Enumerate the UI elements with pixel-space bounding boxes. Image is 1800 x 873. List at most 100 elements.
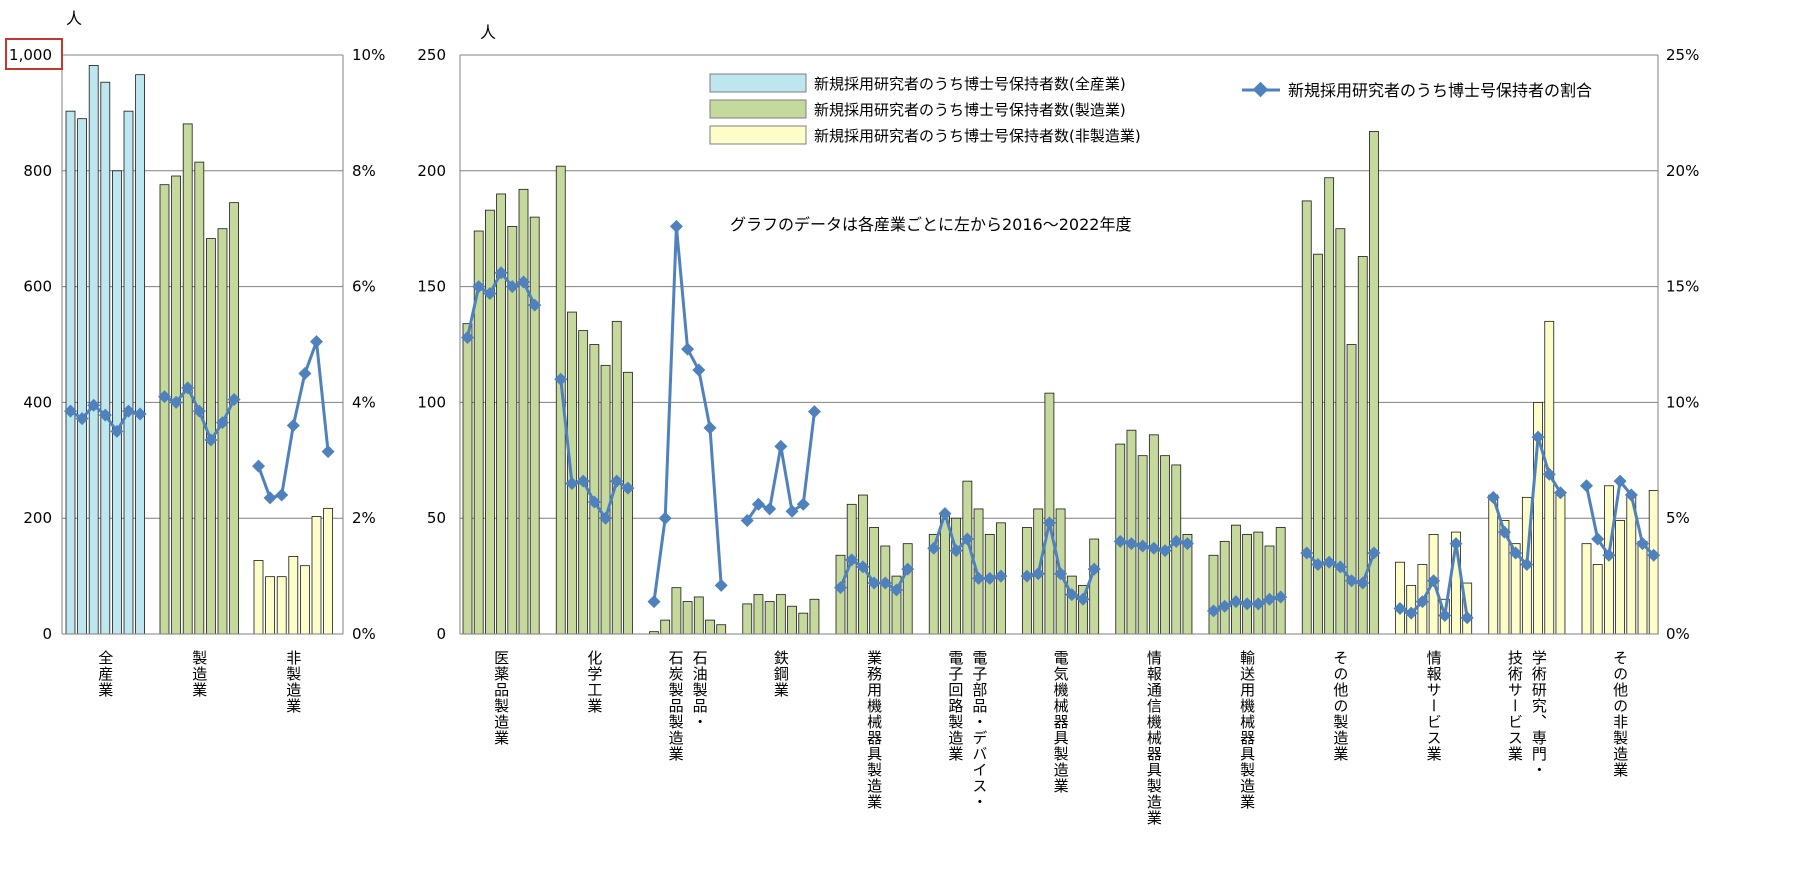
years-note: グラフのデータは各産業ごとに左から2016～2022年度 [730, 215, 1131, 234]
right-ratio-point [1356, 576, 1370, 590]
left-bar [159, 184, 170, 635]
legend: 新規採用研究者のうち博士号保持者数(全産業) 新規採用研究者のうち博士号保持者数… [709, 73, 1592, 145]
right-category-label: 情報サービス業 [1425, 650, 1443, 762]
left-ratio-point [87, 398, 101, 412]
right-ratio-point [1542, 467, 1556, 481]
left-panel-unit-label: 人 [66, 9, 82, 28]
right-ratio-point [1042, 516, 1056, 530]
right-ratio-point [1636, 537, 1649, 551]
left-ratio-point [181, 381, 195, 395]
right-bar [1581, 543, 1592, 635]
right-ratio-point [1207, 604, 1220, 618]
right-ratio-point [834, 581, 847, 595]
right-bar [682, 601, 693, 635]
legend-marker-ratio [1252, 81, 1269, 98]
right-ratio-point [960, 532, 974, 546]
right-category-label: 輸送用機械器具製造業 [1238, 650, 1256, 810]
left-ratio-point [252, 459, 265, 473]
right-ratio-point [949, 544, 963, 558]
right-bar [798, 612, 809, 635]
right-ratio-point [1509, 546, 1523, 560]
right-category-label: 電子回路製造業 [946, 650, 964, 762]
right-category-label: 化学工業 [585, 650, 603, 714]
right-y-left-tick: 250 [417, 46, 446, 64]
left-bar [112, 170, 122, 635]
right-bar [1346, 344, 1357, 635]
right-bar [902, 543, 913, 635]
legend-swatch-all-industries [709, 73, 807, 93]
right-ratio-point [938, 507, 952, 521]
right-ratio-point [565, 476, 579, 490]
right-ratio-point [494, 266, 508, 280]
right-bar [787, 605, 797, 635]
right-ratio-point [1438, 608, 1452, 622]
right-ratio-point [983, 571, 997, 585]
right-ratio-point [1624, 488, 1638, 502]
right-ratio-point [461, 331, 474, 345]
right-ratio-point [1553, 486, 1567, 500]
right-ratio-point [796, 497, 810, 511]
right-y-left-tick: 100 [417, 393, 446, 411]
right-ratio-point [1147, 541, 1161, 555]
left-ratio-point [310, 335, 323, 349]
right-ratio-point [472, 280, 486, 294]
right-bar [1253, 531, 1264, 635]
left-ratio-point [75, 412, 89, 426]
left-y-left-tick: 400 [23, 393, 52, 411]
tick-labels: 0 0% 200 2% 400 4% 600 6% 800 8% 1,000 10% 0 0% 50 5% 10… [9, 46, 1699, 643]
right-y-right-tick: 20% [1666, 162, 1699, 180]
right-bar [940, 515, 950, 635]
right-bar [1301, 200, 1312, 635]
right-ratio-point [1218, 599, 1232, 613]
right-category-label: 電子部品・デバイス・ [970, 650, 988, 810]
right-bar [496, 193, 507, 635]
right-ratio-point [1180, 537, 1194, 551]
right-category-label: 技術サービス業 [1506, 650, 1524, 762]
right-ratio-point [599, 511, 613, 525]
right-ratio-point [692, 363, 706, 377]
right-ratio-point [1087, 562, 1101, 576]
right-category-label: 情報通信機械器具製造業 [1145, 650, 1163, 826]
legend-label-all-industries: 新規採用研究者のうち博士号保持者数(全産業) [814, 75, 1126, 93]
right-bar [1044, 392, 1055, 635]
right-ratio-point [483, 287, 497, 301]
right-bar [1264, 545, 1275, 635]
right-ratio-point [856, 560, 870, 574]
left-bar [229, 202, 240, 635]
right-bar [1488, 494, 1499, 635]
right-ratio-point [621, 481, 635, 495]
right-ratio-point [927, 541, 941, 555]
right-y-right-tick: 15% [1666, 278, 1699, 296]
left-ratio-point [298, 366, 312, 380]
right-bar [1148, 434, 1159, 635]
right-bar [623, 371, 633, 635]
right-bar [660, 619, 671, 635]
right-ratio-point [1602, 548, 1616, 562]
right-ratio-point [1460, 611, 1474, 625]
right-ratio-point [505, 280, 519, 294]
right-ratio-point [1076, 592, 1090, 606]
left-y-left-tick: 0 [42, 625, 52, 643]
right-category-label: その他の製造業 [1331, 650, 1349, 762]
right-ratio-point [554, 372, 568, 386]
left-y-right-tick: 8% [352, 162, 376, 180]
left-category-label: 製造業 [190, 650, 208, 698]
left-bar [299, 565, 310, 635]
right-ratio-point [1322, 555, 1336, 569]
right-ratio-point [1136, 539, 1150, 553]
right-ratio-point [1497, 525, 1511, 539]
right-ratio-point [1124, 537, 1138, 551]
right-ratio-point [890, 583, 903, 597]
left-ratio-point [286, 419, 300, 433]
right-ratio-point [1531, 430, 1545, 444]
right-bar [1231, 524, 1241, 635]
right-bar [742, 603, 753, 635]
legend-label-manufacturing: 新規採用研究者のうち博士号保持者数(製造業) [814, 101, 1126, 119]
category-labels: 全産業 製造業 非製造業 医薬品製造業 化学工業 石炭製品製造業 石油製品・ 鉄鋼業 業務用機械… [96, 649, 1629, 826]
right-ratio-point [681, 342, 695, 356]
right-ratio-point [1393, 602, 1407, 616]
left-ratio-point [216, 416, 229, 430]
right-category-label: その他の非製造業 [1611, 650, 1629, 778]
right-bar [1555, 494, 1566, 635]
ratio-lines [64, 219, 1661, 625]
